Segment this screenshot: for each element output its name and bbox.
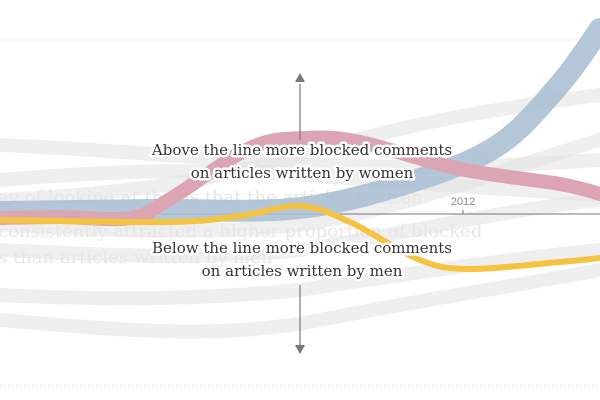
annotation-above-line-2: on articles written by women (191, 164, 414, 182)
annotation-above: Above the line more blocked comments on … (148, 139, 454, 185)
background-line (0, 193, 600, 263)
annotation-below-line-2: on articles written by men (202, 262, 403, 280)
background-line (0, 164, 600, 202)
background-text-line-3: s than articles written by men (0, 247, 273, 268)
series-group (0, 18, 600, 273)
annotation-below: Below the line more blocked comments on … (150, 237, 455, 283)
arrow-up-icon (295, 73, 305, 82)
background-line (0, 88, 600, 207)
background-line (0, 138, 600, 175)
background-line (0, 263, 600, 339)
background-lines (0, 88, 600, 339)
arrow-down-icon (295, 345, 305, 354)
series-line-yellow (0, 202, 600, 273)
annotation-below-line-1: Below the line more blocked comments (152, 239, 452, 257)
x-tick-label-2012: 2012 (451, 196, 475, 208)
annotation-above-line-1: Above the line more blocked comments (151, 141, 452, 159)
